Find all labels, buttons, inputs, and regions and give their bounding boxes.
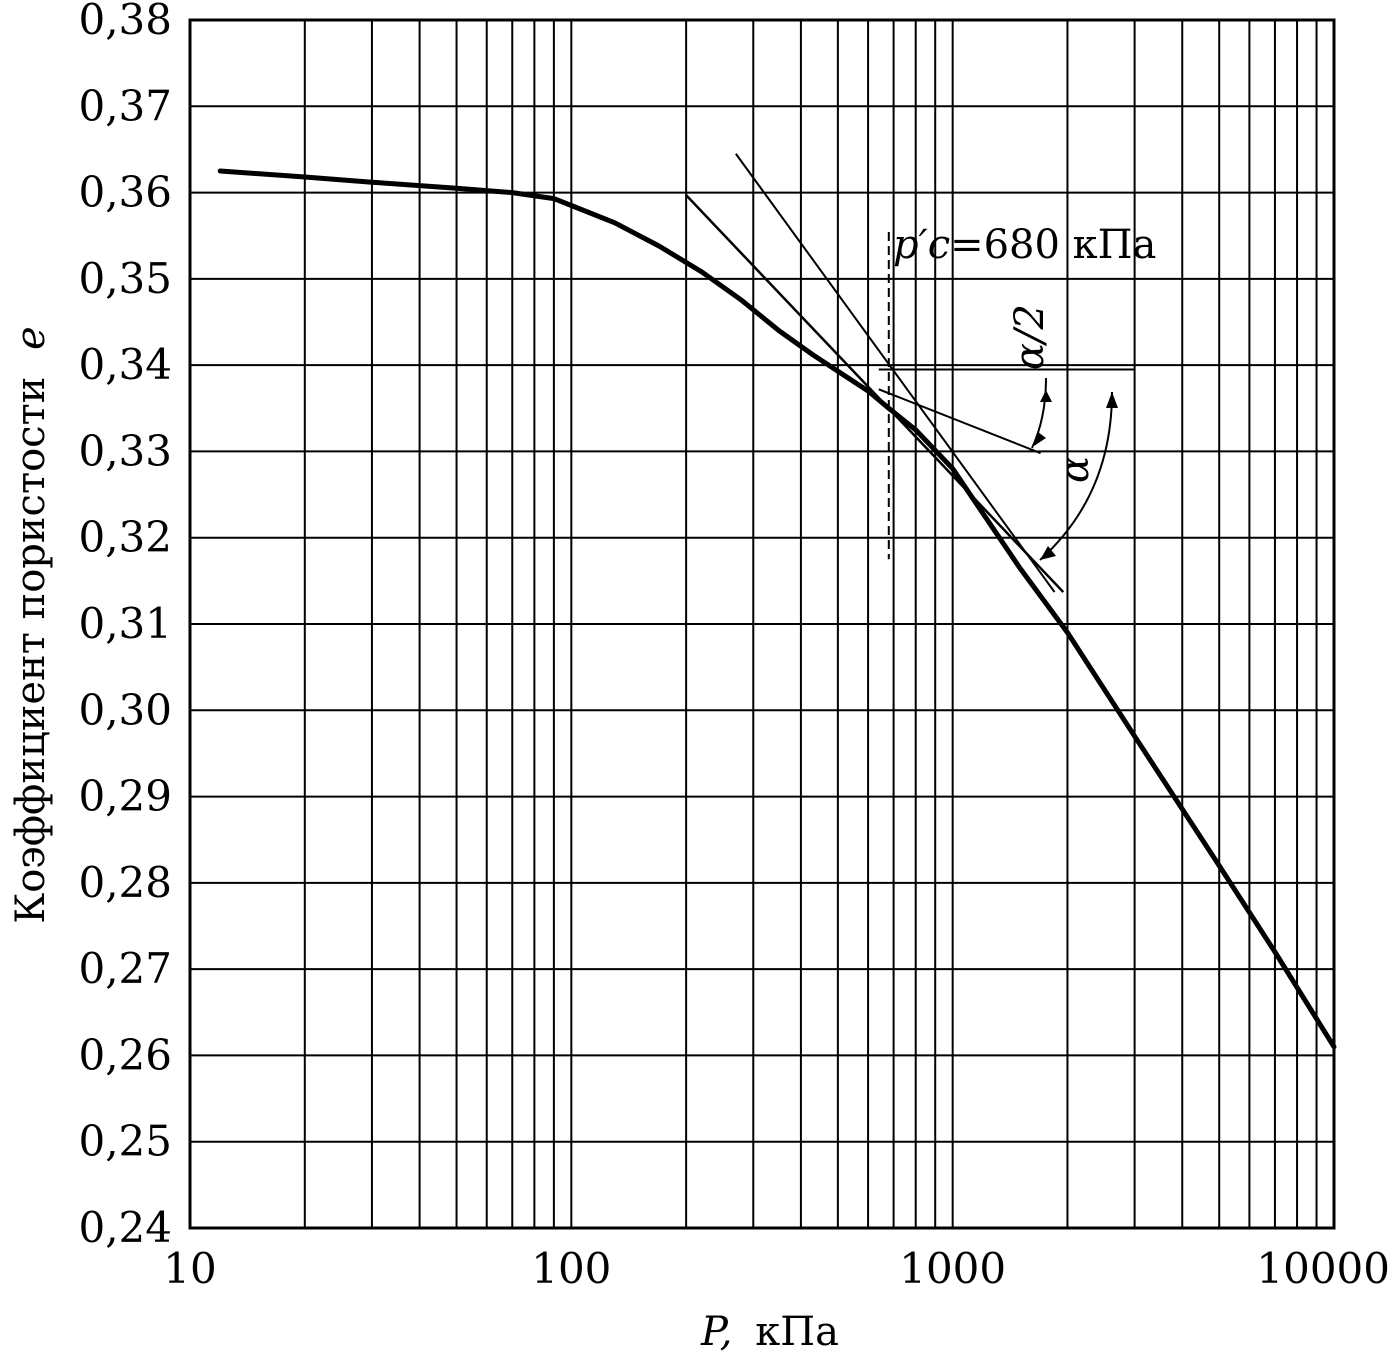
construction-line: [735, 153, 1056, 593]
plot-frame: [188, 18, 1336, 1230]
y-tick-label: 0,32: [78, 513, 172, 562]
x-axis-label: P, кПа: [700, 1309, 839, 1352]
preconsolidation-label: p′c=680 кПа: [893, 222, 1156, 268]
y-tick-label: 0,25: [78, 1117, 172, 1166]
x-tick-label: 100: [531, 1244, 611, 1293]
y-tick-label: 0,26: [78, 1030, 172, 1079]
y-tick-label: 0,29: [78, 772, 172, 821]
y-tick-label: 0,31: [78, 599, 172, 648]
y-axis-label: Коэффициент пористости e: [8, 326, 54, 923]
y-tick-label: 0,28: [78, 858, 172, 907]
annotations: α/2 α: [1007, 304, 1118, 561]
y-tick-label: 0,38: [78, 0, 172, 44]
y-tick-label: 0,27: [78, 944, 172, 993]
compression-curve: [217, 168, 1337, 1050]
alpha-arc: [1039, 391, 1113, 561]
half-alpha-arc: [1031, 377, 1047, 449]
y-tick-label: 0,37: [78, 81, 172, 130]
curve-line: [217, 168, 1337, 1050]
y-tick-labels: 0,38 0,37 0,36 0,35 0,34 0,33 0,32 0,31 0,30 0,29…: [78, 0, 172, 1252]
x-tick-labels: 10 100 1000 10000: [163, 1244, 1390, 1293]
x-tick-label: 10: [163, 1244, 216, 1293]
y-tick-label: 0,30: [78, 685, 172, 734]
y-tick-label: 0,36: [78, 168, 172, 217]
grid: [188, 18, 1336, 1230]
y-tick-label: 0,33: [78, 426, 172, 475]
half-alpha-label: α/2: [1007, 304, 1053, 370]
x-tick-label: 1000: [899, 1244, 1006, 1293]
half-alpha-arrow-top: [1040, 390, 1052, 402]
construction-line: [878, 388, 1041, 455]
alpha-arrow-top: [1106, 392, 1118, 408]
alpha-label: α: [1052, 456, 1098, 483]
y-tick-label: 0,24: [78, 1203, 172, 1252]
y-tick-label: 0,34: [78, 340, 172, 389]
y-tick-label: 0,35: [78, 254, 172, 303]
half-alpha-arrow-bottom: [1034, 432, 1046, 446]
x-tick-label: 10000: [1256, 1244, 1390, 1293]
alpha-arrow-bottom: [1040, 546, 1056, 560]
